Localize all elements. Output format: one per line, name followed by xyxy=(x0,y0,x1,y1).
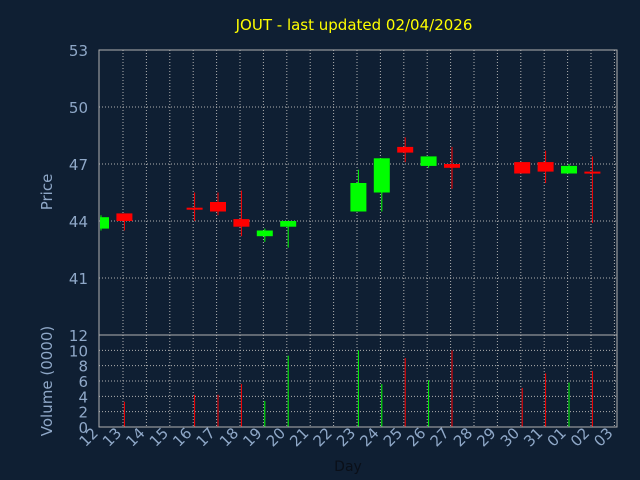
x-tick-label: 16 xyxy=(169,424,195,450)
x-tick-label: 19 xyxy=(239,424,265,450)
candle-18 xyxy=(233,190,250,237)
price-tick-label: 47 xyxy=(69,156,88,174)
x-tick-label: 22 xyxy=(310,424,336,450)
x-tick-label: 27 xyxy=(427,424,453,450)
x-tick-label: 18 xyxy=(216,424,242,450)
x-tick-label: 30 xyxy=(497,424,523,450)
x-tick-label: 28 xyxy=(450,424,476,450)
x-tick-label: 23 xyxy=(333,424,359,450)
volume-tick-label: 10 xyxy=(69,342,88,360)
candle-24 xyxy=(373,158,390,212)
candle-body xyxy=(373,158,390,193)
price-y-ticks: 41 44 47 50 53 xyxy=(69,42,88,288)
candle-body xyxy=(186,207,203,210)
x-tick-label: 21 xyxy=(286,424,312,450)
x-tick-label: 25 xyxy=(380,424,406,450)
x-tick-label: 31 xyxy=(520,424,546,450)
price-tick-label: 41 xyxy=(69,270,88,288)
volume-tick-label: 8 xyxy=(78,358,88,376)
candle-13 xyxy=(116,213,133,231)
candle-26 xyxy=(420,156,437,168)
plot-frames xyxy=(98,49,618,428)
x-tick-label: 02 xyxy=(567,424,593,450)
candle-body xyxy=(420,156,437,166)
candle-body xyxy=(100,217,109,229)
x-tick-label: 15 xyxy=(146,424,172,450)
candle-01 xyxy=(561,164,577,174)
candle-02 xyxy=(584,156,601,223)
volume-tick-label: 12 xyxy=(69,327,88,345)
price-tick-label: 50 xyxy=(69,99,88,117)
x-tick-label: 13 xyxy=(99,424,125,450)
candle-body xyxy=(537,162,554,172)
candle-16 xyxy=(186,192,203,221)
volume-axis-label: Volume (0000) xyxy=(38,326,56,436)
volume-tick-label: 6 xyxy=(78,373,88,391)
candle-19 xyxy=(256,228,273,242)
candle-25 xyxy=(397,137,414,163)
x-tick-label: 17 xyxy=(193,424,219,450)
candle-body xyxy=(584,171,601,174)
x-tick-label: 14 xyxy=(122,424,148,450)
candle-body xyxy=(561,165,577,174)
x-ticks: 1213141516171819202122232425262728293031… xyxy=(76,424,617,450)
volume-tick-label: 4 xyxy=(78,388,88,406)
candle-body xyxy=(116,213,133,221)
candle-31 xyxy=(537,150,554,183)
candle-body xyxy=(210,202,226,212)
price-tick-label: 44 xyxy=(69,213,88,231)
candle-body xyxy=(233,219,250,227)
x-tick-label: 03 xyxy=(590,424,616,450)
candle-30 xyxy=(514,162,531,174)
x-tick-label: 29 xyxy=(473,424,499,450)
x-tick-label: 20 xyxy=(263,424,289,450)
volume-frame xyxy=(98,334,618,428)
candle-body xyxy=(280,221,297,227)
x-tick-label: 01 xyxy=(544,424,570,450)
price-axis-label: Price xyxy=(38,174,56,211)
candle-body xyxy=(350,183,367,212)
volume-series xyxy=(123,350,593,427)
price-gridlines xyxy=(99,49,617,335)
x-tick-label: 24 xyxy=(356,424,382,450)
candle-body xyxy=(256,230,273,237)
candle-body xyxy=(514,162,531,174)
candle-27 xyxy=(444,146,460,189)
volume-tick-label: 2 xyxy=(78,404,88,422)
candlestick-series xyxy=(100,137,601,248)
x-tick-label: 26 xyxy=(403,424,429,450)
candle-20 xyxy=(280,221,297,248)
x-axis-label: Day xyxy=(334,459,362,475)
candle-body xyxy=(397,146,414,153)
candle-body xyxy=(444,164,460,168)
candle-12 xyxy=(100,215,109,231)
candle-23 xyxy=(350,169,367,212)
chart-title: JOUT - last updated 02/04/2026 xyxy=(235,16,473,34)
volume-tick-label: 0 xyxy=(78,419,88,437)
candle-17 xyxy=(210,192,226,216)
price-tick-label: 53 xyxy=(69,42,88,60)
